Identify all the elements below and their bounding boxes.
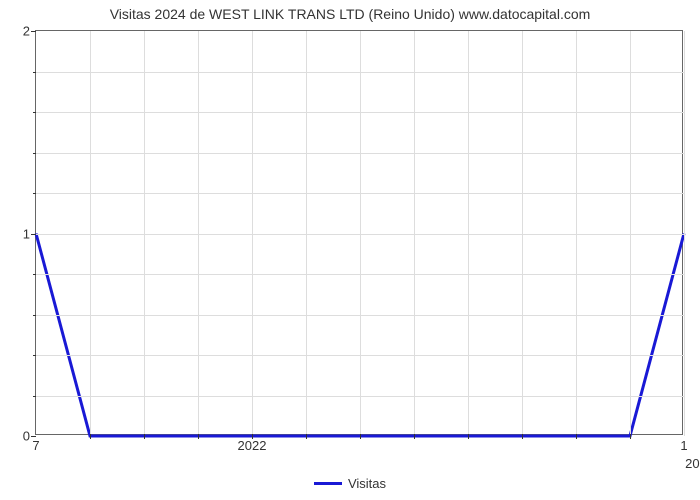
y-tick-minor [33,153,36,154]
y-tick-minor [33,315,36,316]
plot-area: 012720221202 [35,30,683,435]
x-tick [468,434,469,439]
x-axis-label: 7 [32,434,39,453]
legend-swatch [314,482,342,485]
chart-title: Visitas 2024 de WEST LINK TRANS LTD (Rei… [0,6,700,22]
grid-line-v [414,31,415,436]
x-tick [360,434,361,439]
legend-label: Visitas [348,476,386,491]
grid-line-v [306,31,307,436]
y-tick-minor [33,112,36,113]
grid-line-v [684,31,685,436]
grid-line-v [468,31,469,436]
x-axis-label: 1 [680,434,687,453]
grid-line-v [522,31,523,436]
chart-container: { "chart": { "type": "line", "title": "V… [0,0,700,500]
grid-line-v [576,31,577,436]
grid-line-v [360,31,361,436]
legend: Visitas [0,475,700,491]
x-tick [198,434,199,439]
grid-line-v [198,31,199,436]
x-tick [90,434,91,439]
y-tick-minor [33,72,36,73]
y-axis-label: 2 [23,24,36,39]
y-tick-minor [33,193,36,194]
x-axis-label: 2022 [238,434,267,453]
x-tick [414,434,415,439]
grid-line-v [630,31,631,436]
y-tick-minor [33,355,36,356]
x-tick [630,434,631,439]
grid-line-v [90,31,91,436]
x-tick [306,434,307,439]
grid-line-v [144,31,145,436]
x-tick [576,434,577,439]
x-axis-label-outer: 202 [685,452,700,471]
y-tick-minor [33,274,36,275]
x-tick [522,434,523,439]
y-axis-label: 1 [23,226,36,241]
y-tick-minor [33,396,36,397]
grid-line-v [252,31,253,436]
x-tick [144,434,145,439]
